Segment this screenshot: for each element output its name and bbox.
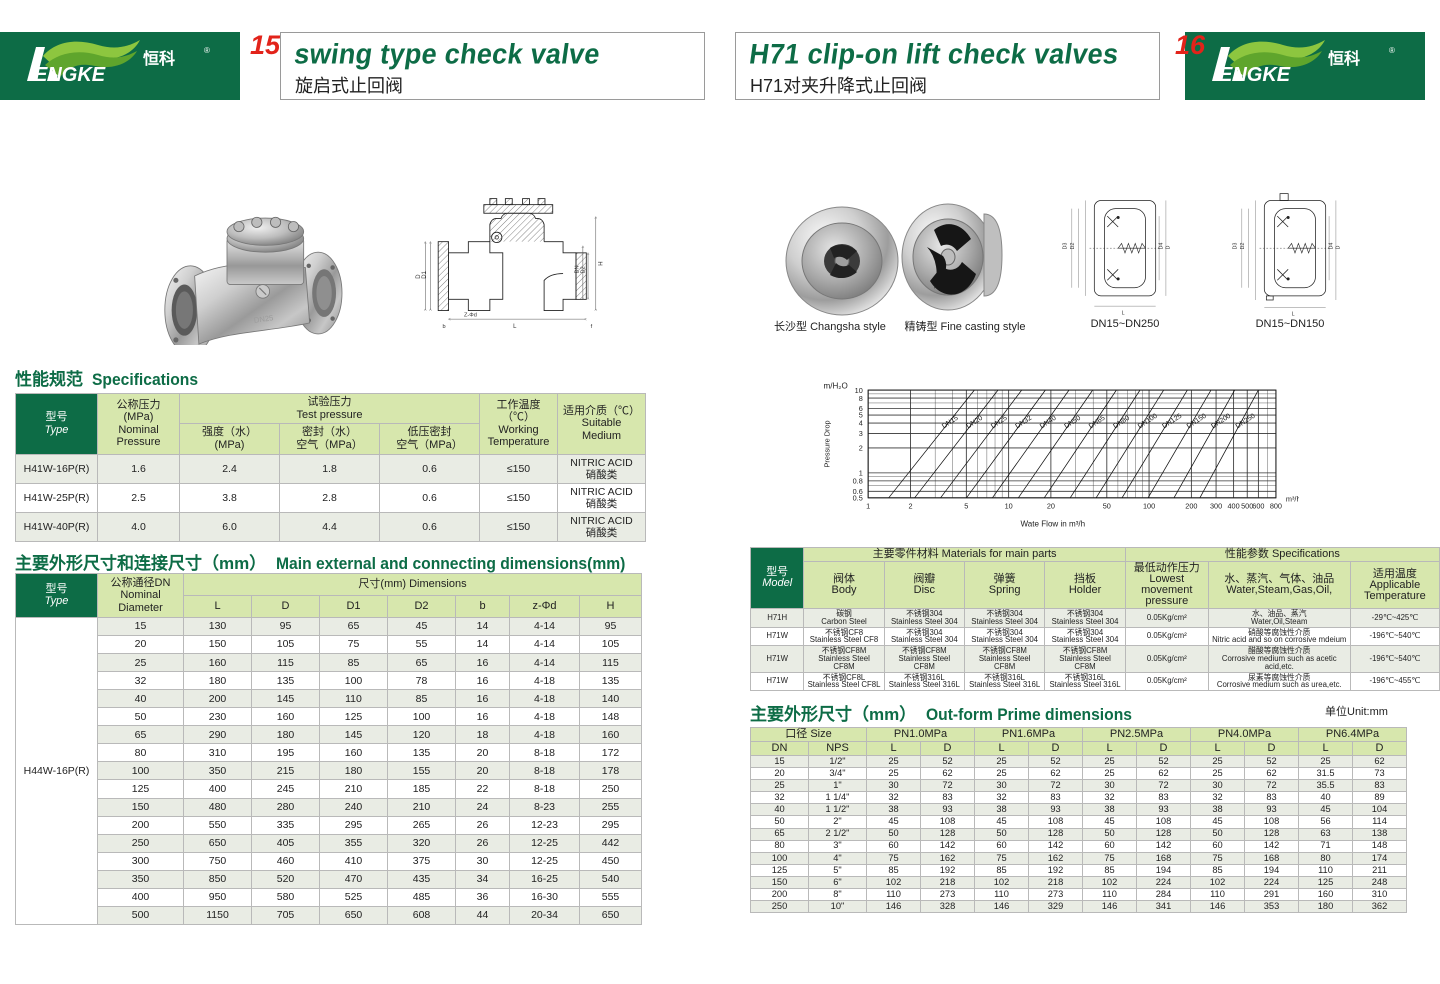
svg-text:D3: D3 [1232, 243, 1238, 250]
svg-text:2: 2 [859, 444, 863, 453]
svg-text:6: 6 [859, 404, 863, 413]
svg-text:Pressure Drop: Pressure Drop [823, 420, 832, 467]
svg-text:DN: DN [575, 265, 581, 273]
svg-text:10: 10 [855, 386, 863, 395]
svg-text:D1: D1 [422, 270, 428, 278]
svg-text:1: 1 [859, 469, 863, 478]
svg-text:ENGKE: ENGKE [34, 64, 106, 86]
svg-text:D3: D3 [1062, 243, 1068, 250]
svg-text:0.8: 0.8 [853, 477, 863, 486]
svg-text:1: 1 [866, 502, 870, 511]
svg-text:D: D [1165, 246, 1171, 250]
svg-text:Wate Flow in m³/h: Wate Flow in m³/h [1020, 519, 1085, 528]
svg-text:恒科: 恒科 [1328, 49, 1360, 68]
svg-text:600: 600 [1252, 502, 1264, 511]
svg-text:0.6: 0.6 [853, 487, 863, 496]
svg-text:恒科: 恒科 [143, 49, 175, 68]
svg-text:®: ® [204, 46, 210, 55]
svg-text:3: 3 [859, 429, 863, 438]
svg-text:8: 8 [859, 394, 863, 403]
svg-text:f: f [591, 324, 593, 330]
svg-text:Z-Φd: Z-Φd [464, 313, 477, 319]
svg-text:ENGKE: ENGKE [1219, 64, 1291, 86]
svg-text:m³/h: m³/h [1286, 495, 1299, 504]
svg-text:200: 200 [1185, 502, 1197, 511]
svg-text:300: 300 [1210, 502, 1222, 511]
svg-text:D2: D2 [1070, 243, 1076, 250]
svg-text:2: 2 [908, 502, 912, 511]
svg-text:D4: D4 [1159, 243, 1165, 250]
svg-text:800: 800 [1270, 502, 1282, 511]
svg-text:5: 5 [964, 502, 968, 511]
svg-text:D2: D2 [581, 266, 587, 273]
svg-text:L: L [1292, 312, 1295, 318]
svg-text:L: L [1122, 310, 1125, 316]
svg-text:20: 20 [1047, 502, 1055, 511]
svg-text:500: 500 [1241, 502, 1253, 511]
svg-text:D4: D4 [1329, 243, 1335, 250]
svg-text:4: 4 [859, 419, 863, 428]
svg-text:H: H [599, 261, 605, 265]
svg-text:D: D [1335, 246, 1341, 250]
svg-text:50: 50 [1103, 502, 1111, 511]
svg-text:L: L [513, 324, 517, 330]
svg-text:D: D [416, 274, 422, 279]
svg-text:400: 400 [1228, 502, 1240, 511]
svg-text:m/H₂O: m/H₂O [824, 382, 848, 391]
svg-text:D2: D2 [1240, 243, 1246, 250]
svg-text:b: b [443, 324, 446, 330]
svg-text:®: ® [1389, 46, 1395, 55]
svg-text:10: 10 [1005, 502, 1013, 511]
svg-text:100: 100 [1143, 502, 1155, 511]
